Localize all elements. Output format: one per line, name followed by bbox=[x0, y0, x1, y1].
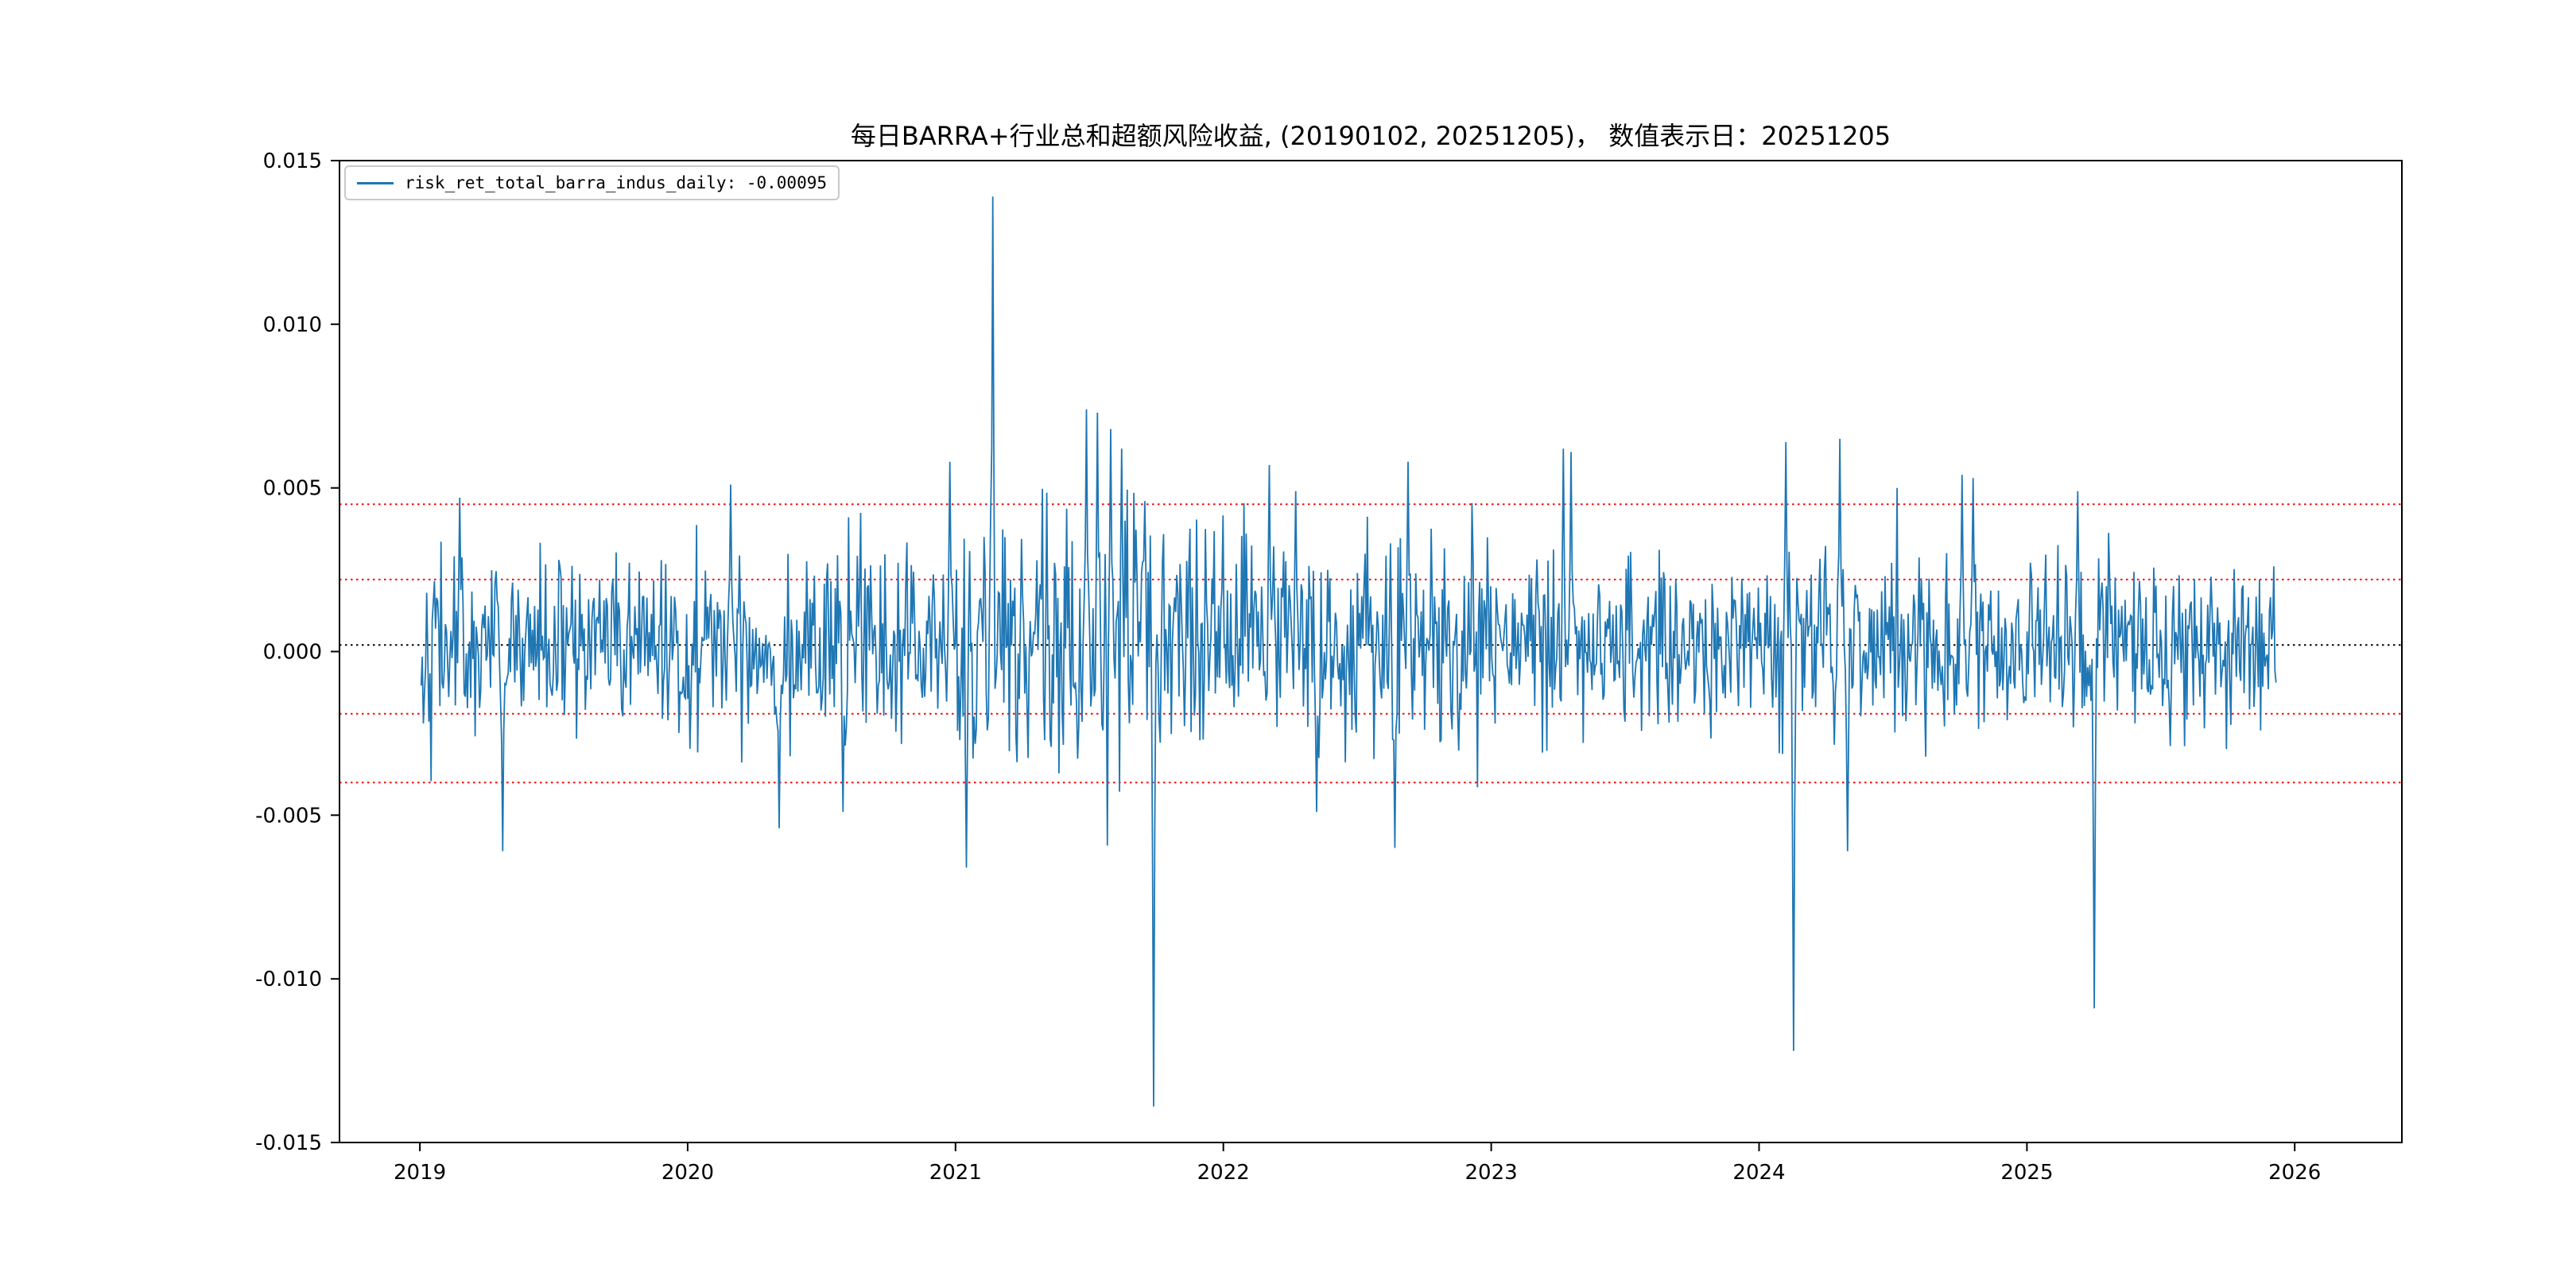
svg-text:-0.005: -0.005 bbox=[255, 804, 322, 828]
svg-text:2022: 2022 bbox=[1197, 1161, 1250, 1185]
svg-text:2019: 2019 bbox=[394, 1161, 446, 1185]
svg-text:2020: 2020 bbox=[661, 1161, 714, 1185]
legend: risk_ret_total_barra_indus_daily: -0.000… bbox=[344, 165, 840, 200]
svg-text:-0.015: -0.015 bbox=[255, 1131, 322, 1155]
svg-text:0.015: 0.015 bbox=[263, 149, 322, 173]
legend-line-sample bbox=[357, 181, 394, 184]
svg-text:2021: 2021 bbox=[929, 1161, 982, 1185]
svg-text:2023: 2023 bbox=[1465, 1161, 1518, 1185]
svg-text:-0.010: -0.010 bbox=[255, 968, 322, 991]
legend-label: risk_ret_total_barra_indus_daily: -0.000… bbox=[405, 173, 828, 192]
svg-text:0.005: 0.005 bbox=[263, 477, 322, 501]
svg-text:2025: 2025 bbox=[2000, 1161, 2053, 1185]
chart-title: 每日BARRA+行业总和超额风险收益, (20190102, 20251205)… bbox=[850, 121, 1891, 151]
svg-text:0.010: 0.010 bbox=[263, 313, 322, 337]
svg-text:2026: 2026 bbox=[2268, 1161, 2321, 1185]
svg-text:0.000: 0.000 bbox=[263, 641, 322, 665]
svg-text:2024: 2024 bbox=[1732, 1161, 1785, 1185]
